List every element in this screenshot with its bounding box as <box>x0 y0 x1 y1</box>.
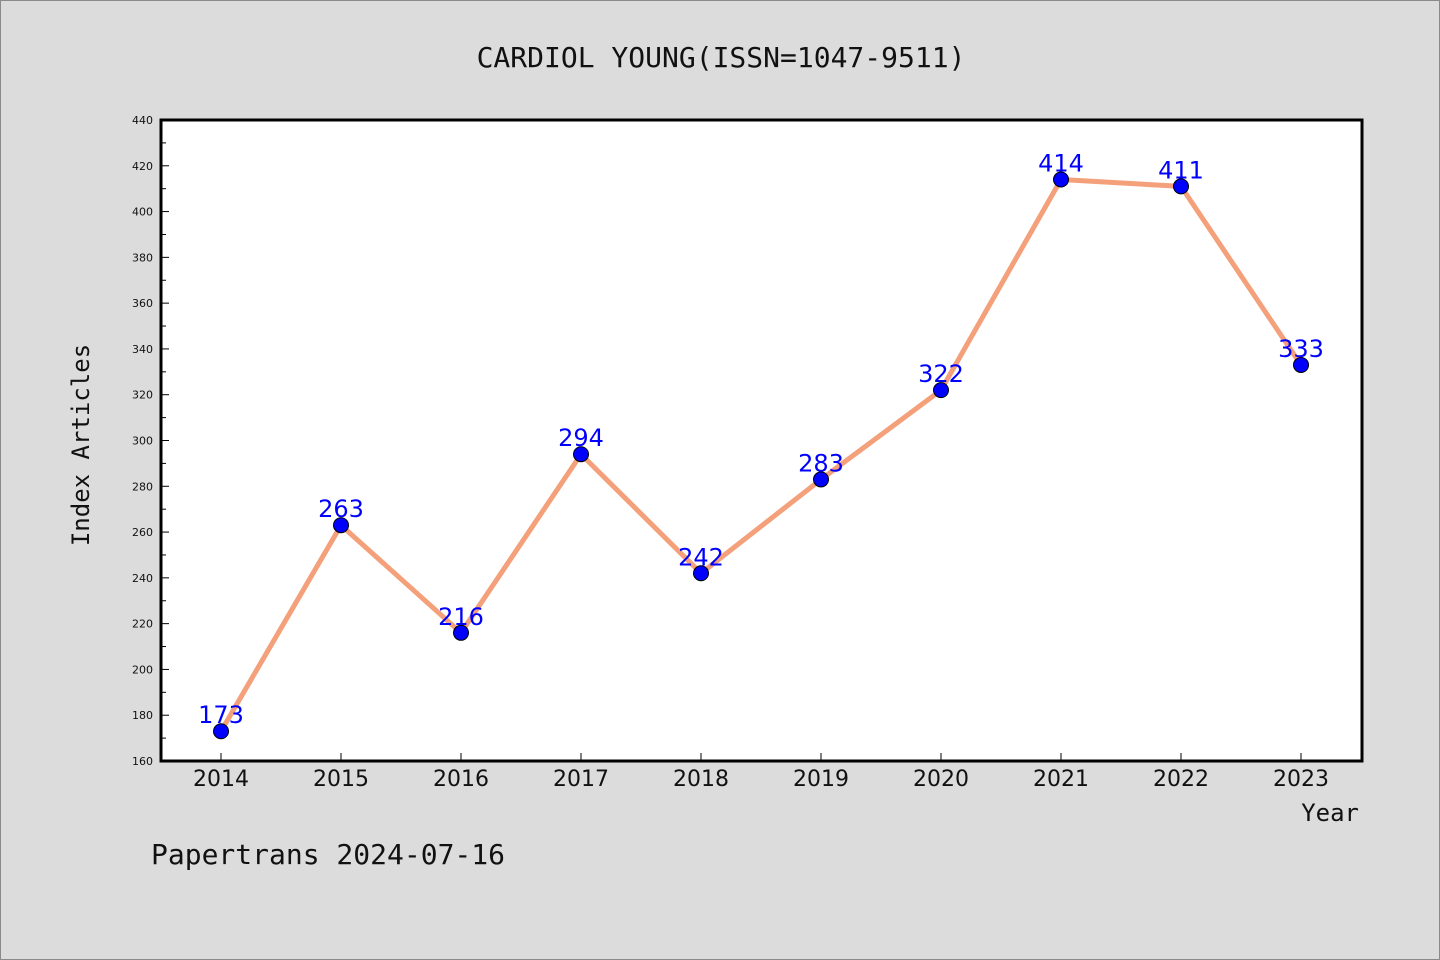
data-point <box>933 382 949 399</box>
y-tick-label: 260 <box>132 526 153 539</box>
x-tick-label: 2021 <box>1033 767 1089 792</box>
y-tick-label: 440 <box>132 114 153 127</box>
data-label: 173 <box>198 701 244 729</box>
y-tick-label: 400 <box>132 206 153 219</box>
x-axis-label: Year <box>1301 799 1359 827</box>
y-tick-label: 200 <box>132 663 153 676</box>
data-point <box>333 517 349 534</box>
x-tick-label: 2022 <box>1153 767 1209 792</box>
data-point <box>813 471 829 488</box>
data-point <box>1173 178 1189 195</box>
chart-title: CARDIOL YOUNG(ISSN=1047-9511) <box>477 41 966 74</box>
series-line <box>218 177 1304 734</box>
data-label: 414 <box>1038 150 1084 178</box>
y-tick-label: 340 <box>132 343 153 356</box>
plot-area <box>159 118 1364 763</box>
y-tick-label: 280 <box>132 480 153 493</box>
data-label: 283 <box>798 449 844 477</box>
data-label: 411 <box>1158 156 1204 184</box>
data-point <box>453 624 469 641</box>
y-axis: 160 180 200 220 240 260 280 300 320 340 360 380 400 4… <box>132 114 169 768</box>
y-tick-label: 320 <box>132 389 153 402</box>
x-tick-label: 2015 <box>313 767 369 792</box>
data-label: 216 <box>438 603 484 631</box>
y-tick-label: 300 <box>132 435 153 448</box>
data-label: 263 <box>318 495 364 523</box>
y-tick-label: 360 <box>132 297 153 310</box>
data-labels: 173 263 216 294 242 283 322 414 411 333 <box>198 150 1324 730</box>
footer-text: Papertrans 2024-07-16 <box>151 838 505 871</box>
data-label: 322 <box>918 360 964 388</box>
data-point <box>573 446 589 463</box>
series-layer <box>213 171 1309 740</box>
x-tick-label: 2020 <box>913 767 969 792</box>
y-tick-label: 380 <box>132 251 153 264</box>
y-axis-label: Index Articles <box>67 344 95 546</box>
data-point <box>1293 356 1309 373</box>
y-tick-label: 240 <box>132 572 153 585</box>
x-tick-label: 2019 <box>793 767 849 792</box>
x-tick-label: 2023 <box>1273 767 1329 792</box>
data-point <box>693 565 709 582</box>
data-label: 242 <box>678 543 724 571</box>
data-point <box>213 723 229 740</box>
x-tick-label: 2016 <box>433 767 489 792</box>
x-tick-label: 2017 <box>553 767 609 792</box>
x-tick-label: 2014 <box>193 767 249 792</box>
data-point <box>1053 171 1069 188</box>
data-label: 294 <box>558 424 604 452</box>
y-tick-label: 160 <box>132 755 153 768</box>
y-tick-label: 220 <box>132 618 153 631</box>
y-tick-label: 180 <box>132 709 153 722</box>
data-label: 333 <box>1278 335 1324 363</box>
x-tick-label: 2018 <box>673 767 729 792</box>
x-axis: 2014 2015 2016 2017 2018 2019 2020 2021 2022 2023 <box>193 753 1329 792</box>
y-tick-label: 420 <box>132 160 153 173</box>
